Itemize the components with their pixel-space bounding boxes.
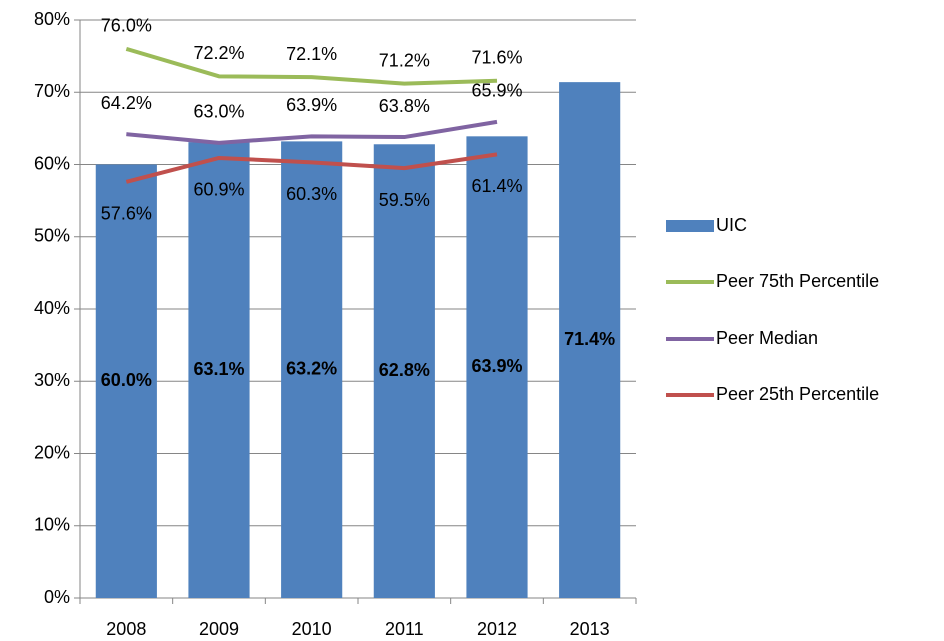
legend-swatch [666, 220, 714, 232]
data-label: 71.6% [471, 47, 522, 67]
bar [188, 142, 250, 599]
y-tick-label: 50% [34, 226, 70, 246]
legend-label: Peer Median [716, 328, 818, 348]
bar [559, 82, 621, 598]
data-label: 57.6% [101, 204, 152, 224]
x-tick-label: 2010 [292, 619, 332, 639]
bar [95, 164, 157, 598]
x-tick-label: 2013 [570, 619, 610, 639]
y-tick-label: 10% [34, 515, 70, 535]
data-label: 60.9% [193, 180, 244, 200]
x-tick-label: 2011 [385, 619, 424, 639]
y-tick-label: 20% [34, 442, 70, 462]
data-label: 63.9% [471, 356, 522, 376]
data-label: 63.1% [193, 359, 244, 379]
legend-label: Peer 75th Percentile [716, 271, 879, 291]
data-label: 61.4% [471, 176, 522, 196]
data-label: 71.2% [379, 50, 430, 70]
data-label: 63.0% [193, 102, 244, 122]
bar [281, 141, 343, 598]
line [126, 119, 498, 145]
data-label: 60.3% [286, 184, 337, 204]
data-label: 63.9% [286, 95, 337, 115]
data-label: 72.2% [193, 43, 244, 63]
data-label: 65.9% [471, 81, 522, 101]
x-tick-label: 2009 [199, 619, 239, 639]
data-label: 63.8% [379, 96, 430, 116]
y-tick-label: 70% [34, 81, 70, 101]
bar [466, 136, 528, 598]
data-label: 71.4% [564, 329, 615, 349]
data-label: 76.0% [101, 16, 152, 36]
data-label: 60.0% [101, 370, 152, 390]
y-tick-label: 80% [34, 9, 70, 29]
data-label: 72.1% [286, 44, 337, 64]
data-label: 63.2% [286, 358, 337, 378]
data-label: 59.5% [379, 190, 430, 210]
x-tick-label: 2008 [106, 619, 146, 639]
data-label: 64.2% [101, 93, 152, 113]
y-tick-label: 0% [44, 587, 70, 607]
y-tick-label: 60% [34, 153, 70, 173]
y-tick-label: 40% [34, 298, 70, 318]
legend-label: Peer 25th Percentile [716, 384, 879, 404]
x-tick-label: 2012 [477, 619, 517, 639]
legend-label: UIC [716, 215, 747, 235]
line [125, 46, 498, 86]
data-label: 62.8% [379, 360, 430, 380]
bar [373, 144, 435, 598]
y-tick-label: 30% [34, 370, 70, 390]
line [125, 152, 498, 184]
